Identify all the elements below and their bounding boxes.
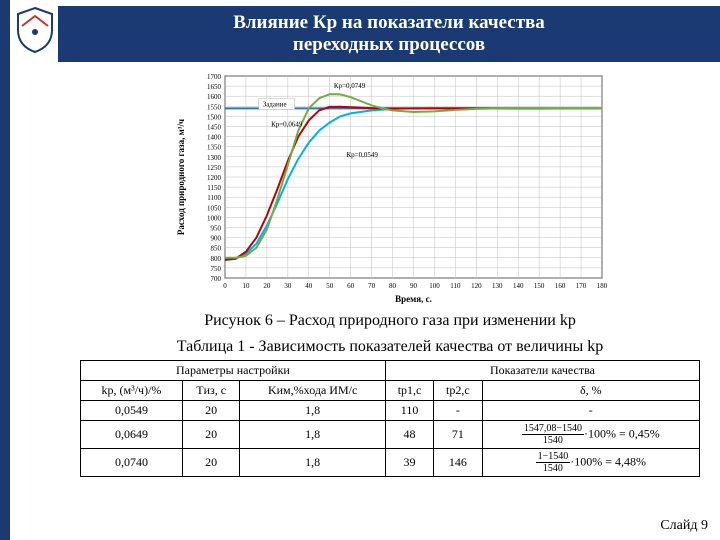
col-tiz: Tиз, с — [182, 381, 239, 401]
left-accent-stripe — [0, 0, 10, 540]
svg-text:Кр=0,0549: Кр=0,0549 — [346, 151, 378, 159]
cell-tp2: 146 — [434, 449, 482, 477]
svg-text:40: 40 — [305, 282, 313, 290]
cell-tp1: 39 — [385, 449, 433, 477]
svg-text:110: 110 — [450, 282, 461, 290]
svg-text:1600: 1600 — [207, 93, 222, 101]
svg-text:180: 180 — [597, 282, 608, 290]
svg-text:1200: 1200 — [207, 174, 222, 182]
group-header-quality: Показатели качества — [385, 361, 699, 381]
col-delta: δ, % — [482, 381, 699, 401]
svg-text:130: 130 — [492, 282, 503, 290]
svg-text:80: 80 — [389, 282, 397, 290]
svg-text:1500: 1500 — [207, 113, 222, 121]
quality-table: Параметры настройки Показатели качества … — [80, 360, 700, 477]
cell-delta: 1−15401540·100% = 4,48% — [482, 449, 699, 477]
table-row: 0,0549201,8110-- — [81, 401, 700, 421]
slide-title-line2: переходных процессов — [293, 34, 485, 56]
slide-title-line1: Влияние Кр на показатели качества — [233, 12, 545, 34]
figure-caption: Рисунок 6 – Расход природного газа при и… — [80, 312, 700, 330]
cell-delta: 1547,08−15401540·100% = 0,45% — [482, 421, 699, 449]
slide-title-bar: Влияние Кр на показатели качества перехо… — [58, 6, 720, 62]
svg-text:Задание: Задание — [263, 100, 287, 108]
institution-logo — [14, 6, 56, 54]
svg-text:Кр=0,0749: Кр=0,0749 — [334, 82, 366, 90]
svg-text:1450: 1450 — [207, 124, 222, 132]
cell-delta: - — [482, 401, 699, 421]
table-group-header-row: Параметры настройки Показатели качества — [81, 361, 700, 381]
svg-text:120: 120 — [471, 282, 482, 290]
group-header-params: Параметры настройки — [81, 361, 386, 381]
delta-result: ·100% = 4,48% — [570, 454, 646, 468]
svg-text:850: 850 — [211, 245, 222, 253]
slide-number: Слайд 9 — [660, 518, 708, 534]
svg-text:1650: 1650 — [207, 83, 222, 91]
svg-text:1250: 1250 — [207, 164, 222, 172]
svg-text:1400: 1400 — [207, 134, 222, 142]
table-caption: Таблица 1 - Зависимость показателей каче… — [80, 338, 700, 356]
svg-text:100: 100 — [429, 282, 440, 290]
cell-kim: 1,8 — [240, 449, 385, 477]
fraction: 1547,08−15401540 — [522, 423, 584, 446]
svg-text:90: 90 — [410, 282, 418, 290]
svg-text:160: 160 — [555, 282, 566, 290]
svg-text:Время, с.: Время, с. — [395, 294, 432, 304]
svg-text:20: 20 — [263, 282, 271, 290]
svg-text:Кр=0,0649: Кр=0,0649 — [271, 121, 303, 129]
svg-text:140: 140 — [513, 282, 524, 290]
cell-kim: 1,8 — [240, 421, 385, 449]
svg-text:30: 30 — [284, 282, 292, 290]
fraction: 1−15401540 — [536, 451, 571, 474]
svg-text:750: 750 — [211, 265, 222, 273]
col-kim: Kим,%хода ИМ/с — [240, 381, 385, 401]
svg-text:0: 0 — [223, 282, 227, 290]
cell-tp1: 110 — [385, 401, 433, 421]
cell-tiz: 20 — [182, 449, 239, 477]
cell-tp2: 71 — [434, 421, 482, 449]
svg-text:800: 800 — [211, 255, 222, 263]
cell-tp1: 48 — [385, 421, 433, 449]
col-kp: kр, (м³/ч)/% — [81, 381, 183, 401]
svg-text:1300: 1300 — [207, 154, 222, 162]
cell-tp2: - — [434, 401, 482, 421]
cell-tiz: 20 — [182, 421, 239, 449]
svg-text:1700: 1700 — [207, 73, 222, 81]
cell-kim: 1,8 — [240, 401, 385, 421]
svg-text:1050: 1050 — [207, 204, 222, 212]
slide-content: 0 10 20 30 40 50 60 70 80 90 100 110 120 130 140 150 160… — [80, 68, 700, 477]
svg-text:1000: 1000 — [207, 214, 222, 222]
table-header-row: kр, (м³/ч)/% Tиз, с Kим,%хода ИМ/с tp1,с… — [81, 381, 700, 401]
table-row: 0,0649201,848711547,08−15401540·100% = 0… — [81, 421, 700, 449]
svg-text:1350: 1350 — [207, 144, 222, 152]
svg-text:950: 950 — [211, 225, 222, 233]
svg-text:150: 150 — [534, 282, 545, 290]
svg-text:70: 70 — [368, 282, 376, 290]
svg-text:60: 60 — [347, 282, 355, 290]
svg-text:700: 700 — [211, 275, 222, 283]
svg-text:50: 50 — [326, 282, 334, 290]
cell-kp: 0,0740 — [81, 449, 183, 477]
cell-tiz: 20 — [182, 401, 239, 421]
svg-text:1150: 1150 — [207, 184, 221, 192]
cell-kp: 0,0549 — [81, 401, 183, 421]
svg-text:1550: 1550 — [207, 103, 222, 111]
chart-container: 0 10 20 30 40 50 60 70 80 90 100 110 120 130 140 150 160… — [170, 68, 610, 308]
flow-chart: 0 10 20 30 40 50 60 70 80 90 100 110 120 130 140 150 160… — [170, 68, 610, 308]
svg-text:10: 10 — [242, 282, 250, 290]
cell-kp: 0,0649 — [81, 421, 183, 449]
svg-text:Расход природного газа, м³/ч: Расход природного газа, м³/ч — [176, 119, 186, 235]
col-tp1: tp1,с — [385, 381, 433, 401]
svg-text:900: 900 — [211, 235, 222, 243]
svg-text:170: 170 — [576, 282, 587, 290]
col-tp2: tp2,с — [434, 381, 482, 401]
delta-result: ·100% = 0,45% — [584, 426, 660, 440]
table-row: 0,0740201,8391461−15401540·100% = 4,48% — [81, 449, 700, 477]
svg-text:1100: 1100 — [207, 194, 221, 202]
